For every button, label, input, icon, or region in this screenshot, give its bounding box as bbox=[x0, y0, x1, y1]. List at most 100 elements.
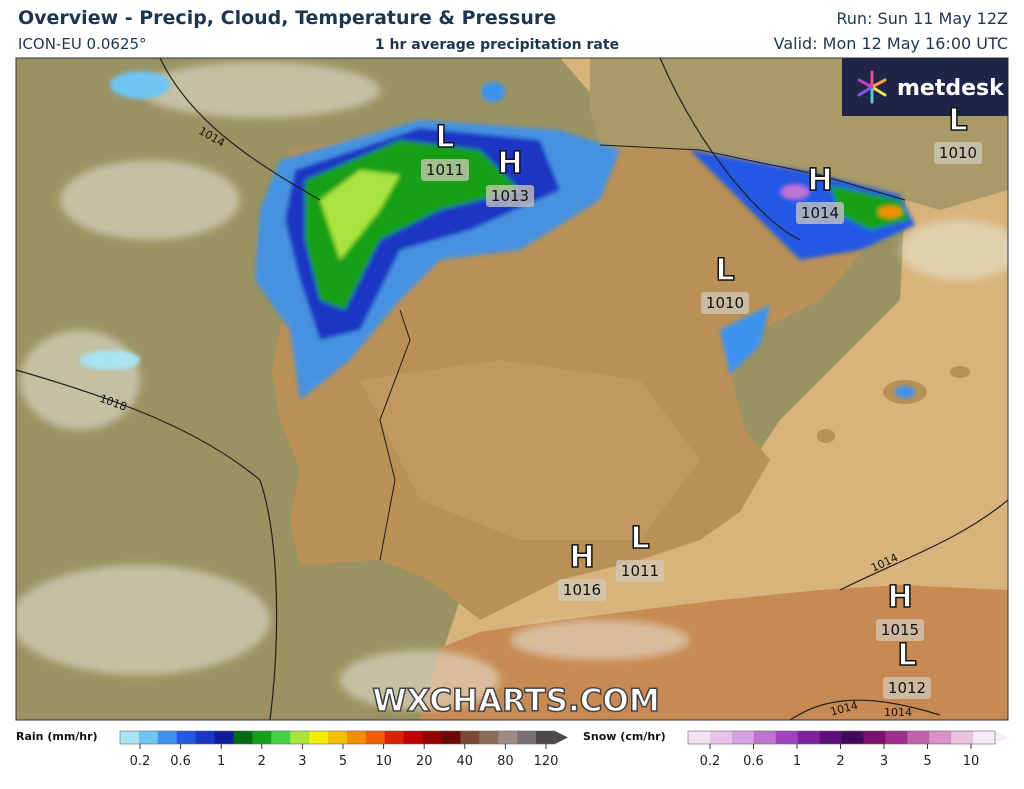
value-box bbox=[486, 185, 534, 207]
rain-swatch bbox=[365, 731, 386, 744]
center-value: 1012 bbox=[888, 679, 926, 697]
rain-swatch bbox=[346, 731, 367, 744]
map-frame bbox=[15, 57, 1009, 721]
title: Overview - Precip, Cloud, Temperature & … bbox=[18, 7, 556, 29]
snow-tick-label: 1 bbox=[793, 754, 801, 769]
snow-tick-label: 2 bbox=[836, 754, 844, 769]
rain-swatch bbox=[309, 731, 329, 744]
rain-swatch bbox=[384, 731, 405, 744]
pressure-centers: L 1011 H 1013 H 1014 L 1010 L 1010 H 1016 L 1011 H 1015… bbox=[421, 102, 982, 699]
rain-tick-label: 80 bbox=[497, 754, 514, 769]
snow-tick-label: 0.2 bbox=[700, 754, 721, 769]
valid-time: Valid: Mon 12 May 16:00 UTC bbox=[774, 34, 1008, 53]
logo-icon bbox=[857, 70, 887, 104]
value-box bbox=[616, 560, 664, 582]
snow-label: Snow (cm/hr) bbox=[583, 730, 666, 743]
rain-swatch bbox=[422, 731, 443, 744]
rain-swatch bbox=[157, 731, 178, 744]
rain-swatch bbox=[195, 731, 216, 744]
run-time: Run: Sun 11 May 12Z bbox=[836, 9, 1008, 28]
watermark: WXCHARTS.COM bbox=[372, 683, 659, 719]
rain-swatch bbox=[233, 731, 253, 744]
snow-swatch bbox=[841, 731, 864, 744]
value-box bbox=[883, 677, 931, 699]
model: ICON-EU 0.0625° bbox=[18, 35, 147, 53]
snow-arrow bbox=[995, 731, 1008, 744]
rain-swatch bbox=[214, 731, 234, 744]
snow-swatch bbox=[907, 731, 930, 744]
value-box bbox=[558, 579, 606, 601]
rain-swatch bbox=[517, 731, 537, 744]
snow-swatch bbox=[731, 731, 755, 744]
isobars bbox=[16, 58, 1008, 720]
snow-swatch bbox=[863, 731, 886, 744]
rain-tick-label: 1 bbox=[217, 754, 225, 769]
value-box bbox=[701, 292, 749, 314]
rain-swatch bbox=[460, 731, 480, 744]
snow-tick-label: 0.6 bbox=[743, 754, 764, 769]
center-value: 1010 bbox=[939, 144, 977, 162]
snow-swatch bbox=[797, 731, 821, 744]
rain-tick-label: 5 bbox=[339, 754, 347, 769]
rain-tick-label: 40 bbox=[457, 754, 474, 769]
rain-tick-label: 120 bbox=[534, 754, 559, 769]
rain-swatch bbox=[441, 731, 461, 744]
meseta bbox=[360, 360, 700, 540]
rain-swatch bbox=[176, 731, 197, 744]
center-value: 1010 bbox=[706, 294, 744, 312]
center-letter: L bbox=[435, 120, 454, 155]
rain-swatch bbox=[479, 731, 499, 744]
clouds bbox=[16, 62, 1008, 710]
center-value: 1011 bbox=[426, 161, 464, 179]
snow-swatch bbox=[951, 731, 974, 744]
center-letter: H bbox=[887, 580, 912, 615]
center-letter: L bbox=[715, 253, 734, 288]
rain-swatch bbox=[138, 731, 159, 744]
value-box bbox=[796, 202, 844, 224]
center-letter: L bbox=[630, 521, 649, 556]
logo: metdesk bbox=[897, 76, 1005, 101]
center-value: 1015 bbox=[881, 621, 919, 639]
rain-swatch bbox=[290, 731, 310, 744]
snow-swatch bbox=[688, 731, 711, 744]
menorca bbox=[950, 366, 970, 378]
snow-frame bbox=[687, 730, 996, 745]
value-box bbox=[934, 142, 982, 164]
center-letter: L bbox=[948, 103, 967, 138]
center-value: 1016 bbox=[563, 581, 601, 599]
rain-arrow bbox=[555, 731, 568, 744]
rain-swatch bbox=[328, 731, 348, 744]
rain-tick-label: 0.6 bbox=[170, 754, 191, 769]
rain-tick-label: 10 bbox=[375, 754, 392, 769]
snow-swatch bbox=[709, 731, 733, 744]
center-letter: H bbox=[807, 163, 832, 198]
map bbox=[16, 58, 1008, 720]
rain-swatch bbox=[403, 731, 424, 744]
rain-swatch bbox=[252, 731, 272, 744]
rain-label: Rain (mm/hr) bbox=[16, 730, 98, 743]
snow-swatch bbox=[973, 731, 996, 744]
snow-swatch bbox=[775, 731, 799, 744]
rain-tick-label: 20 bbox=[416, 754, 433, 769]
snow-swatch bbox=[885, 731, 908, 744]
snow-swatch bbox=[819, 731, 842, 744]
rain-swatch bbox=[120, 731, 140, 744]
mediterranean bbox=[420, 58, 1008, 720]
isobar-label: 1014 bbox=[884, 706, 912, 719]
rain-tick-label: 3 bbox=[298, 754, 306, 769]
rain-frame bbox=[119, 730, 556, 745]
rain-tick-label: 0.2 bbox=[130, 754, 151, 769]
center-letter: H bbox=[569, 540, 594, 575]
snow-swatch bbox=[929, 731, 952, 744]
snow-swatch bbox=[753, 731, 777, 744]
ibiza bbox=[817, 429, 835, 443]
borders bbox=[379, 144, 906, 561]
legend: Rain (mm/hr) 0.2 0.6 1 2 3 5 10 20 40 80 120 Snow (c… bbox=[16, 730, 1008, 769]
product: 1 hr average precipitation rate bbox=[375, 37, 619, 53]
snow-tick-label: 5 bbox=[923, 754, 931, 769]
rain-swatch bbox=[536, 731, 556, 744]
center-value: 1013 bbox=[491, 187, 529, 205]
value-box bbox=[876, 619, 924, 641]
value-box bbox=[421, 159, 469, 181]
